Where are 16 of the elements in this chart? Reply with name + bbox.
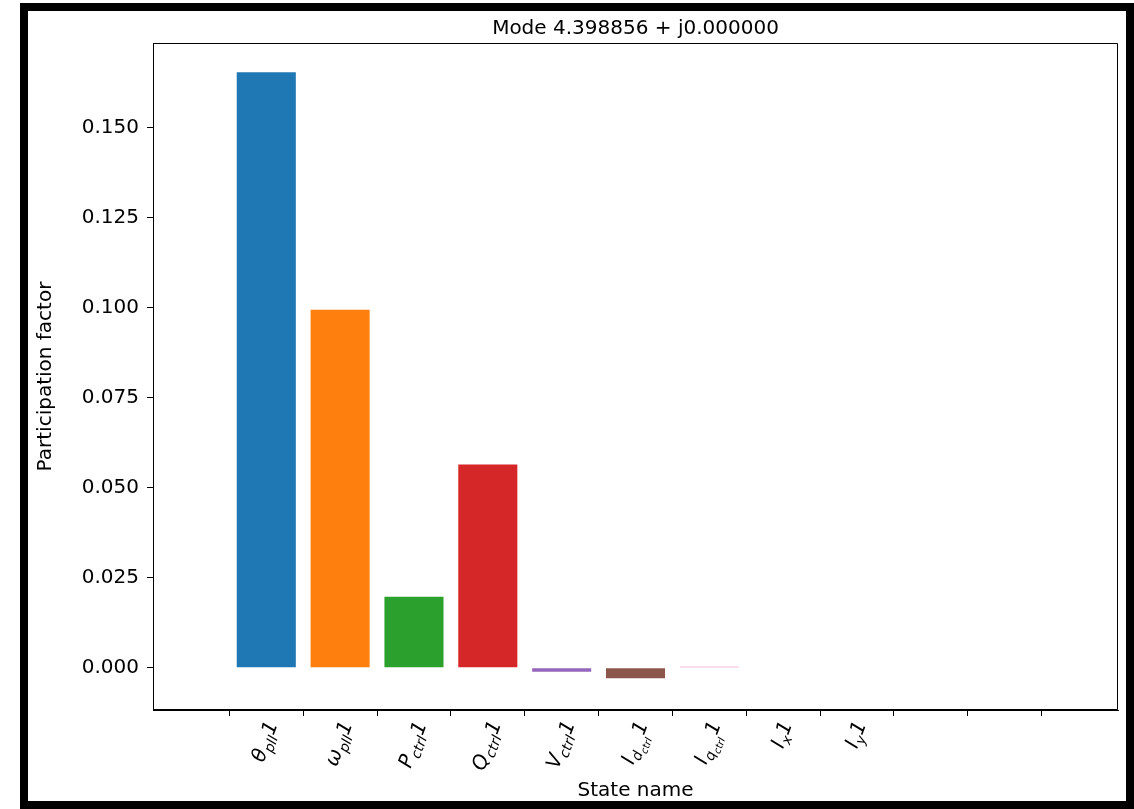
y-tick-label: 0.075 [81,383,139,408]
bar [458,464,518,668]
y-tick-label: 0.150 [81,113,139,138]
y-tick-label: 0.000 [81,654,139,679]
x-axis-title: State name [577,777,694,801]
bar [236,72,296,668]
y-tick-label: 0.125 [81,203,139,228]
y-tick-label: 0.100 [81,293,139,318]
y-tick-label: 0.025 [81,563,139,588]
bar [605,668,666,679]
bar [532,668,592,672]
y-axis-title: Participation factor [32,280,57,472]
bar [310,309,370,668]
y-tick-label: 0.050 [81,473,139,498]
chart-title: Mode 4.398856 + j0.000000 [492,15,779,39]
bar [384,596,444,668]
